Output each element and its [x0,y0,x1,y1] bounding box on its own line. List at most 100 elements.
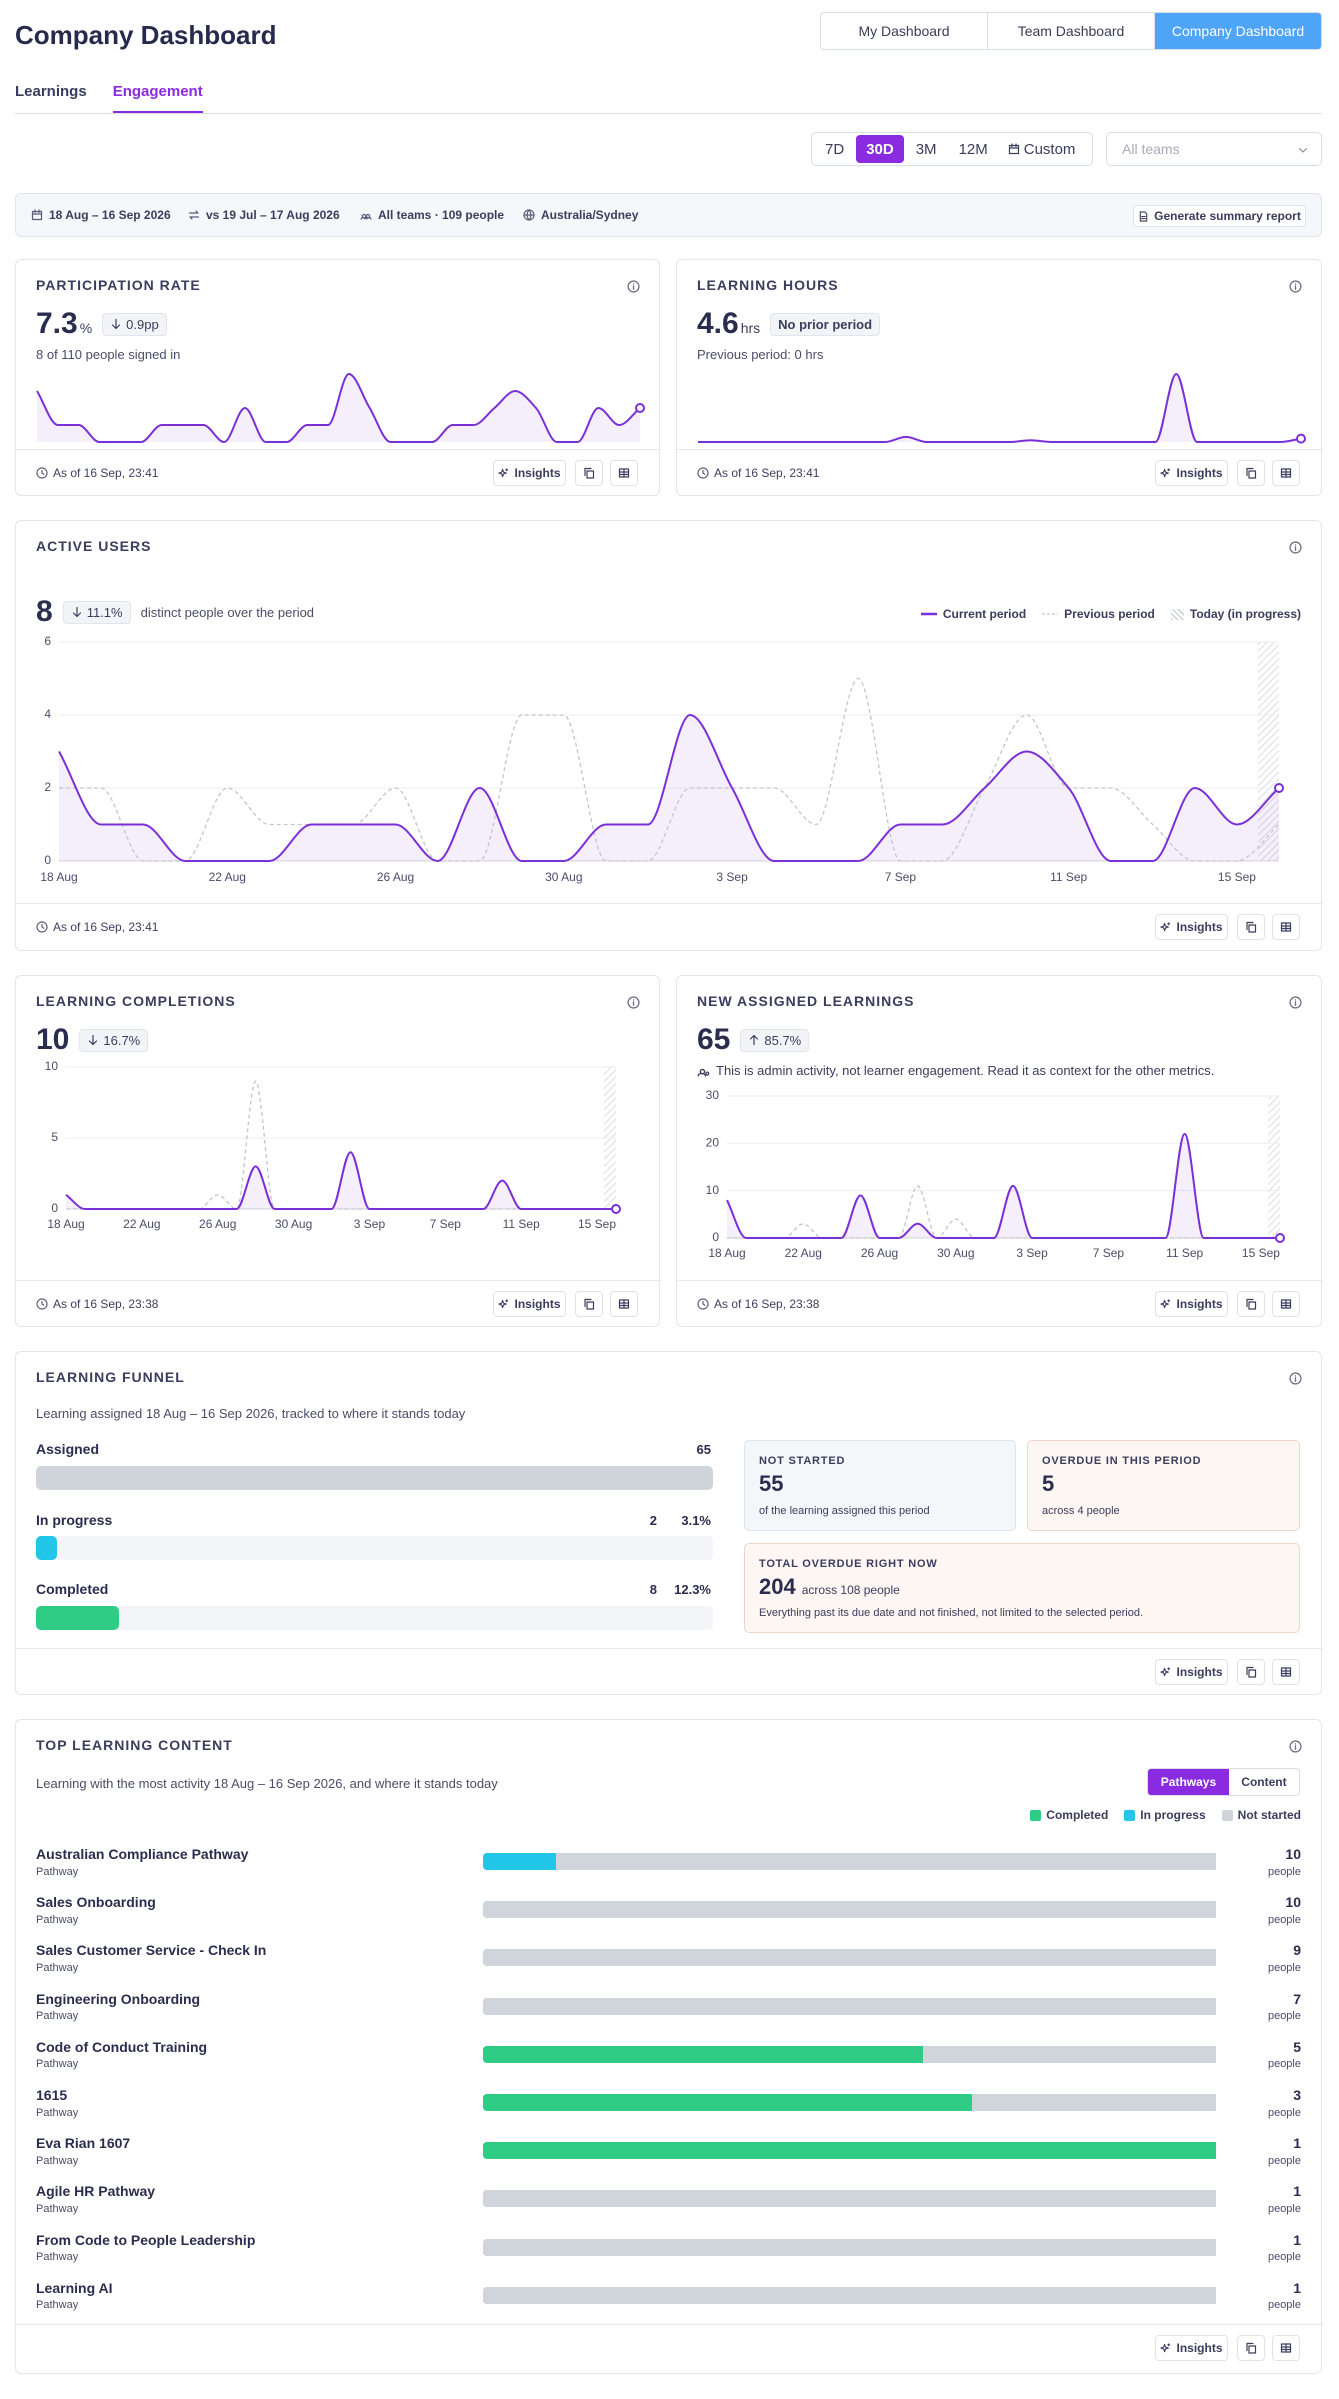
kpi-badge: 16.7% [79,1028,149,1052]
icon-path [1246,921,1254,931]
spark-icon [1160,921,1171,931]
bar-segment [483,1901,1216,1919]
filter-bar: 18 Aug – 16 Sep 2026 vs 19 Jul – 17 Aug 2… [15,193,1322,237]
kpi-row: 10 16.7% [36,1022,149,1058]
clock-icon [697,1298,709,1310]
table-button[interactable] [1272,1291,1300,1317]
content-name: 1615 [36,2087,68,2103]
x-tick-label: 7 Sep [885,870,917,884]
insights-button[interactable]: Insights [493,1291,566,1317]
content-people: 5 [1293,2038,1301,2055]
table-button[interactable] [1272,914,1300,940]
globe-icon [523,209,535,221]
card-title: PARTICIPATION RATE [36,277,201,293]
period-button[interactable]: Custom [1000,135,1084,163]
stage-share: 3.1% [681,1512,711,1528]
table-button[interactable] [1272,2335,1300,2361]
toggle-button[interactable]: Content [1228,1769,1299,1795]
stage-track [36,1536,713,1560]
copy-button[interactable] [575,460,603,486]
view-button[interactable]: Team Dashboard [987,13,1154,49]
insights-button[interactable]: Insights [1155,460,1228,486]
table-button[interactable] [1272,460,1300,486]
info-icon [1289,541,1302,554]
copy-button[interactable] [575,1291,603,1317]
toggle-button[interactable]: Pathways [1148,1769,1229,1795]
icon-path [1160,468,1170,477]
insights-label: Insights [514,466,561,480]
view-button[interactable]: Company Dashboard [1154,13,1321,49]
period-button[interactable]: 30D [856,135,904,163]
stat-value-row: 5 [1042,1471,1054,1497]
x-tick-label: 11 Sep [1050,870,1087,884]
kpi-note: This is admin activity, not learner enga… [716,1062,1215,1078]
team-select-label: All teams [1122,141,1180,157]
copy-button[interactable] [1237,1659,1265,1685]
bar-segment [483,2286,1216,2304]
y-tick-label: 4 [44,707,51,721]
report-button[interactable]: Generate summary report [1133,205,1306,227]
period-button[interactable]: 7D [815,135,854,163]
insights-button[interactable]: Insights [1155,1659,1228,1685]
team-select[interactable]: All teams [1106,132,1322,166]
tab[interactable]: Engagement [112,82,203,100]
legend: Current period Previous period Today (in p… [920,607,1301,621]
icon-path [1248,470,1257,479]
period-button[interactable]: 3M [906,135,947,163]
stage-label: In progress [36,1512,113,1528]
copy-button[interactable] [1237,914,1265,940]
stage-track [36,1606,713,1630]
copy-button[interactable] [1237,1291,1265,1317]
clock-icon [697,467,709,479]
copy-button[interactable] [1237,460,1265,486]
content-name: Sales Customer Service - Check In [36,1942,267,1959]
kpi-delta: 11.1% [86,604,123,620]
stat-value-row: 55 [759,1471,783,1497]
info-icon [1289,1372,1302,1385]
table-button[interactable] [610,1291,638,1317]
stage-bar [36,1606,120,1630]
line [726,1132,1280,1239]
filter-chip: All teams · 109 people [378,208,505,222]
table-icon [1280,1667,1292,1677]
person-icon [697,1068,710,1077]
filter-chip: vs 19 Jul – 17 Aug 2026 [206,208,340,222]
content-name: Engineering Onboarding [36,1990,201,2007]
kpi-delta: 85.7% [764,1032,802,1048]
icon-path [1008,144,1019,155]
content-people: 1 [1293,2183,1301,2200]
icon-path [31,210,43,221]
icon-path [1167,1666,1171,1670]
copy-button[interactable] [1237,2335,1265,2361]
icon-path [1167,467,1171,471]
stage-value: 8 [649,1581,657,1597]
insights-button[interactable]: Insights [1155,1291,1228,1317]
page-title: Company Dashboard [15,20,277,50]
icon-path [618,468,630,478]
doc-icon [1139,210,1148,222]
line-chart: 0 2 4 6 18 Aug 22 Aug 26 Aug 30 Aug 3 Sep 7 Sep 11… [40,634,1284,884]
line [36,372,641,444]
icon-path [584,1298,592,1308]
insights-button[interactable]: Insights [493,460,566,486]
x-tick-label: 18 Aug [708,1246,745,1260]
view-button[interactable]: My Dashboard [821,13,987,49]
table-button[interactable] [1272,1659,1300,1685]
icon-path [89,1034,98,1046]
copy-icon [1246,921,1257,933]
spark-icon [1160,1666,1171,1676]
table-button[interactable] [610,460,638,486]
insights-button[interactable]: Insights [1155,2335,1228,2361]
card-divider [16,2324,1323,2325]
insights-button[interactable]: Insights [1155,914,1228,940]
icon-path [1280,2343,1292,2353]
content-people: 10 [1285,1894,1301,1911]
content-kind: Pathway [36,1913,79,1926]
card-divider [16,903,1323,904]
content-people: 3 [1293,2087,1301,2103]
table-icon [1280,922,1292,932]
sparkline [698,372,1306,444]
tab[interactable]: Learnings [15,82,87,100]
table-icon [618,1299,630,1309]
period-button[interactable]: 12M [949,135,998,163]
